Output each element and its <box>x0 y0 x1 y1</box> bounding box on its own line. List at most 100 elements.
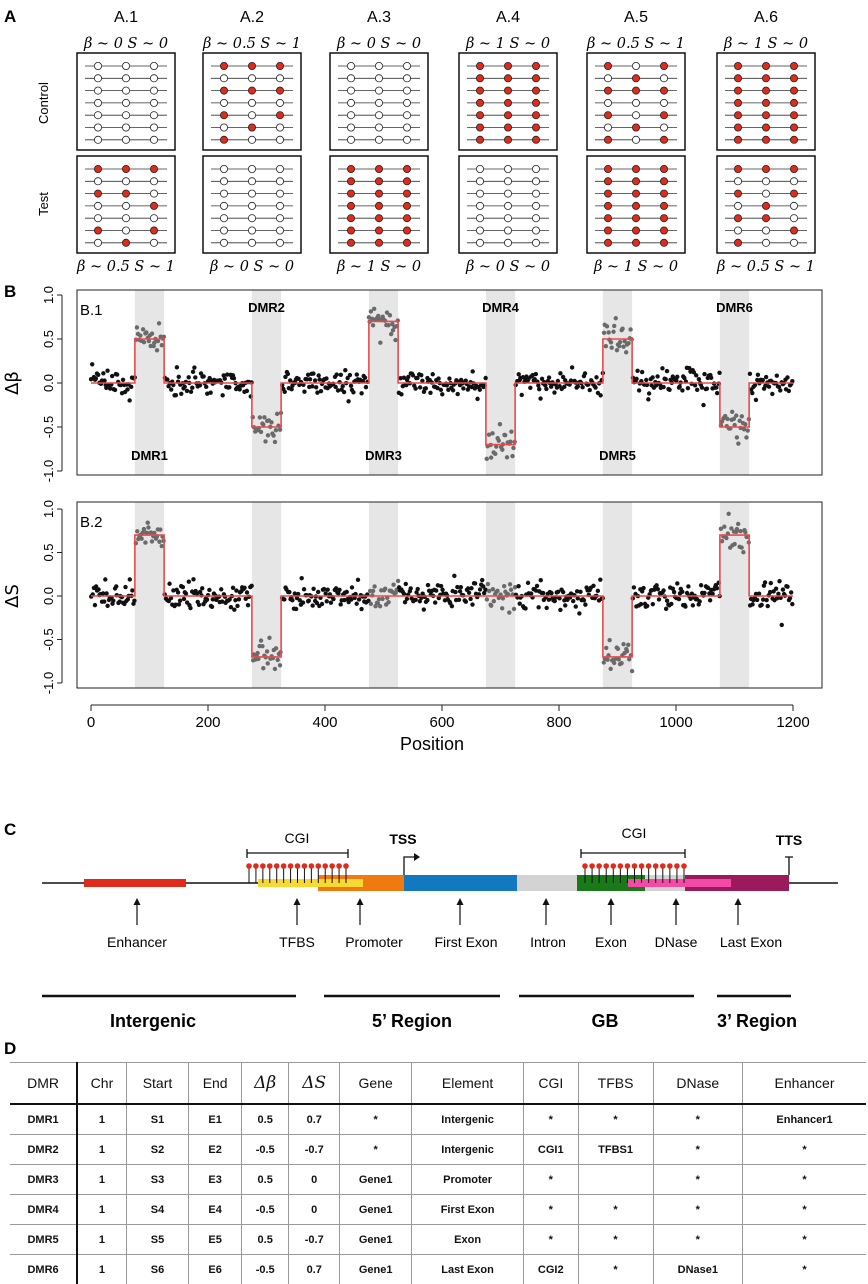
cpg-site <box>653 863 659 869</box>
data-point <box>182 597 186 601</box>
unmethylated-cpg <box>220 215 227 222</box>
panel-b-charts: B.11.00.50.0-0.5-1.0ΔβDMR1DMR2DMR3DMR4DM… <box>2 286 822 754</box>
unmethylated-cpg <box>734 202 741 209</box>
table-cell: * <box>743 1165 866 1195</box>
segment-mean-line <box>91 321 793 444</box>
data-point <box>489 455 493 459</box>
data-point <box>275 412 279 416</box>
data-point <box>582 598 586 602</box>
data-point <box>144 330 148 334</box>
table-cell: Promoter <box>412 1165 524 1195</box>
methylated-cpg <box>532 99 539 106</box>
data-point <box>311 587 315 591</box>
col-header-end: End <box>189 1063 242 1105</box>
data-point <box>114 584 118 588</box>
methylated-cpg <box>762 215 769 222</box>
unmethylated-cpg <box>375 87 382 94</box>
data-point <box>537 387 541 391</box>
data-point <box>725 417 729 421</box>
unmethylated-cpg <box>94 87 101 94</box>
unmethylated-cpg <box>276 178 283 185</box>
table-cell: 1 <box>77 1195 126 1225</box>
unmethylated-cpg <box>220 190 227 197</box>
methylated-cpg <box>790 112 797 119</box>
methylated-cpg <box>660 87 667 94</box>
data-point <box>453 590 457 594</box>
methylated-cpg <box>734 239 741 246</box>
unmethylated-cpg <box>94 215 101 222</box>
table-cell: * <box>340 1135 412 1165</box>
unmethylated-cpg <box>660 124 667 131</box>
data-point <box>588 388 592 392</box>
unmethylated-cpg <box>248 178 255 185</box>
data-point <box>457 598 461 602</box>
cgi-label-2: CGI <box>622 825 647 841</box>
methylated-cpg <box>790 124 797 131</box>
table-cell: E1 <box>189 1104 242 1135</box>
data-point <box>356 578 360 582</box>
methylated-cpg <box>403 202 410 209</box>
data-point <box>238 387 242 391</box>
data-point <box>461 386 465 390</box>
methylated-cpg <box>660 239 667 246</box>
methylated-cpg <box>476 75 483 82</box>
unmethylated-cpg <box>403 112 410 119</box>
unmethylated-cpg <box>632 62 639 69</box>
data-point <box>386 600 390 604</box>
table-cell: 0.5 <box>242 1104 289 1135</box>
data-point <box>245 590 249 594</box>
cpg-site <box>582 863 588 869</box>
methylated-cpg <box>347 165 354 172</box>
unmethylated-cpg <box>248 75 255 82</box>
data-point <box>191 577 195 581</box>
region-label-5prime: 5’ Region <box>372 1011 452 1031</box>
data-point <box>468 597 472 601</box>
data-point <box>539 578 543 582</box>
data-point <box>739 545 743 549</box>
x-tick-label: 200 <box>195 714 220 731</box>
table-cell: * <box>653 1165 742 1195</box>
data-point <box>255 651 259 655</box>
tss-arrowhead <box>414 853 420 861</box>
data-point <box>695 388 699 392</box>
data-point <box>736 441 740 445</box>
data-point <box>759 603 763 607</box>
unmethylated-cpg <box>375 124 382 131</box>
data-point <box>512 607 516 611</box>
data-point <box>320 602 324 606</box>
unmethylated-cpg <box>375 99 382 106</box>
data-point <box>349 384 353 388</box>
data-point <box>761 378 765 382</box>
cpg-site <box>667 863 673 869</box>
data-point <box>434 588 438 592</box>
methylated-cpg <box>604 239 611 246</box>
methylated-cpg <box>660 112 667 119</box>
top-parameters-a3: β ~ 0 S ~ 0 <box>336 36 421 52</box>
data-point <box>323 591 327 595</box>
table-cell: First Exon <box>412 1195 524 1225</box>
data-point <box>594 375 598 379</box>
dmr-label: DMR2 <box>248 300 285 315</box>
data-point <box>246 603 250 607</box>
cpg-site <box>315 863 321 869</box>
table-cell: TFBS1 <box>578 1135 653 1165</box>
data-point <box>94 376 98 380</box>
data-point <box>176 590 180 594</box>
data-point <box>105 604 109 608</box>
methylated-cpg <box>248 62 255 69</box>
unmethylated-cpg <box>248 239 255 246</box>
unmethylated-cpg <box>150 124 157 131</box>
cpg-site <box>295 863 301 869</box>
unmethylated-cpg <box>660 99 667 106</box>
methylated-cpg <box>762 136 769 143</box>
cpg-site <box>253 863 259 869</box>
unmethylated-cpg <box>403 99 410 106</box>
data-point <box>336 388 340 392</box>
data-point <box>155 348 159 352</box>
table-cell: * <box>653 1135 742 1165</box>
data-point <box>157 540 161 544</box>
element-arrows <box>134 898 742 925</box>
data-point <box>709 376 713 380</box>
data-point <box>317 377 321 381</box>
data-point <box>549 591 553 595</box>
